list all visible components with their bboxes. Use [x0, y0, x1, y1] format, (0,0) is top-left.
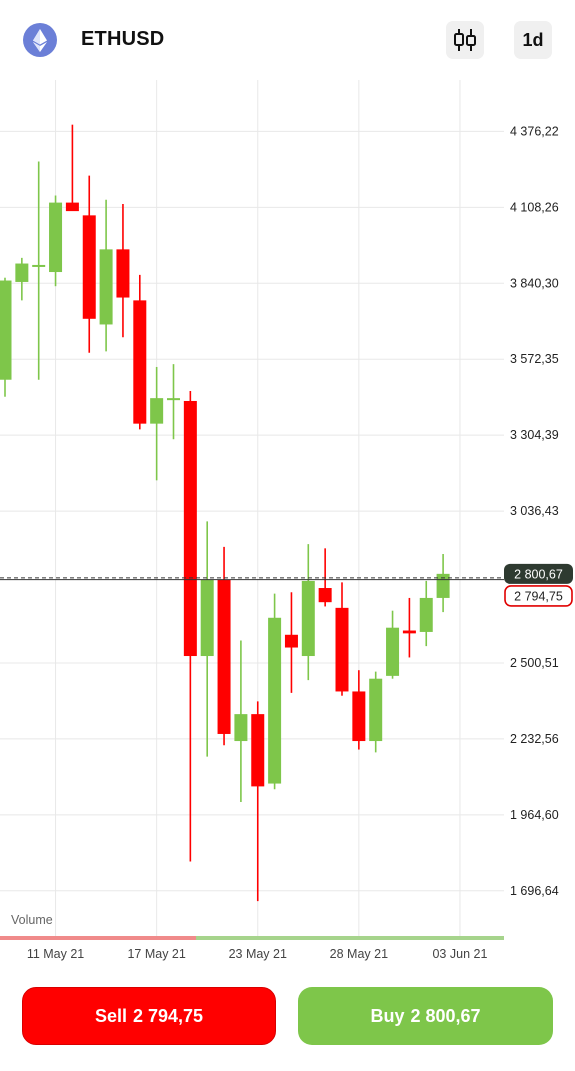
- candle: [217, 546, 231, 746]
- bid-price-tag: [504, 585, 573, 607]
- ethereum-icon: [23, 23, 57, 57]
- candle-body: [32, 264, 46, 267]
- candle: [352, 670, 366, 750]
- price-chart[interactable]: 4 376,22 4 108,26 3 840,30 3 572,35 3 304,39…: [0, 80, 575, 980]
- candle: [284, 592, 298, 693]
- sell-label: Sell: [94, 1005, 127, 1026]
- candle: [402, 597, 416, 658]
- candle: [167, 364, 180, 440]
- candle: [0, 277, 12, 397]
- candle-body: [65, 202, 79, 212]
- candle-body: [133, 300, 147, 424]
- candle-body: [251, 714, 265, 787]
- buy-label: Buy: [370, 1005, 405, 1026]
- date-tick-label: 28 May 21: [330, 947, 388, 961]
- date-tick-label: 11 May 21: [27, 947, 84, 961]
- candle-body: [352, 691, 366, 742]
- candle-body: [82, 215, 96, 319]
- candlestick-icon: [454, 29, 476, 51]
- volume-bar-bear: [0, 936, 196, 940]
- price-tick-label: 2 500,51: [510, 656, 559, 670]
- candle: [65, 124, 79, 212]
- date-tick-label: 03 Jun 21: [432, 947, 487, 961]
- buy-button[interactable]: Buy 2 800,67: [298, 987, 553, 1045]
- candle-body: [284, 634, 298, 648]
- sell-button[interactable]: Sell 2 794,75: [22, 987, 276, 1045]
- candle: [82, 175, 96, 353]
- candle: [133, 274, 147, 430]
- price-tick-label: 3 304,39: [510, 428, 559, 442]
- ask-price-label: 2 800,67: [514, 567, 563, 581]
- candle-body: [318, 588, 332, 603]
- ask-price-tag: [504, 563, 573, 584]
- candle-body: [183, 400, 197, 657]
- candle: [15, 257, 29, 301]
- price-lines: 2 800,67 2 794,75: [0, 563, 573, 607]
- candle-body: [419, 597, 433, 632]
- candle-body: [150, 398, 164, 424]
- price-tick-label: 4 376,22: [510, 124, 559, 138]
- candle-body: [402, 630, 416, 634]
- buy-price: 2 800,67: [410, 1005, 481, 1026]
- candle-body: [217, 579, 231, 734]
- candle-body: [167, 398, 180, 401]
- date-tick-label: 23 May 21: [229, 947, 287, 961]
- candle-body: [268, 617, 282, 784]
- candle: [251, 701, 265, 902]
- volume-bar-bull: [196, 936, 504, 940]
- candle-body: [200, 579, 214, 657]
- candles: [0, 124, 450, 902]
- candle: [301, 544, 315, 681]
- candle-body: [234, 714, 248, 742]
- bid-price-label: 2 794,75: [514, 589, 563, 603]
- price-tick-label: 3 572,35: [510, 352, 559, 366]
- price-tick-label: 3 840,30: [510, 276, 559, 290]
- candle: [268, 593, 282, 790]
- price-tick-label: 2 232,56: [510, 732, 559, 746]
- candle-body: [99, 249, 113, 325]
- date-tick-label: 17 May 21: [127, 947, 185, 961]
- candle: [318, 548, 332, 607]
- candle: [386, 610, 400, 679]
- candle-body: [369, 678, 383, 742]
- candle: [369, 671, 383, 753]
- date-axis: 11 May 21 17 May 21 23 May 21 28 May 21 03 J…: [27, 947, 488, 961]
- chart-type-button[interactable]: [446, 21, 484, 59]
- candle: [116, 204, 130, 338]
- candle: [436, 554, 450, 613]
- symbol-title: ETHUSD: [81, 28, 165, 50]
- candle-body: [0, 280, 12, 380]
- candle-body: [49, 202, 63, 273]
- candle: [419, 580, 433, 647]
- candle: [183, 391, 197, 862]
- header: ETHUSD 1d: [0, 0, 575, 80]
- price-tick-label: 4 108,26: [510, 200, 559, 214]
- candle-body: [116, 249, 130, 298]
- price-axis: 4 376,22 4 108,26 3 840,30 3 572,35 3 304,39…: [510, 124, 559, 897]
- candle: [335, 582, 349, 696]
- candle: [32, 161, 46, 380]
- price-tick-label: 3 036,43: [510, 504, 559, 518]
- candle: [49, 195, 63, 287]
- price-tick-label: 1 964,60: [510, 808, 559, 822]
- candle: [99, 199, 113, 352]
- candle-body: [386, 627, 400, 676]
- candle-body: [15, 263, 29, 282]
- candle: [200, 521, 214, 757]
- sell-price: 2 794,75: [132, 1005, 204, 1026]
- price-tick-label: 1 696,64: [510, 884, 559, 898]
- volume-panel: Volume: [0, 913, 504, 940]
- candle-body: [301, 580, 315, 657]
- timeframe-button[interactable]: 1d: [514, 21, 552, 59]
- volume-label: Volume: [11, 913, 53, 927]
- candle: [150, 366, 164, 481]
- candle-body: [335, 607, 349, 692]
- candle: [234, 640, 248, 802]
